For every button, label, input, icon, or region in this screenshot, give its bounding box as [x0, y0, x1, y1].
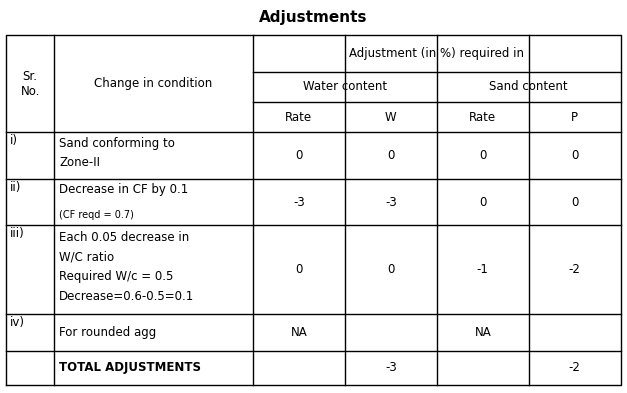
Text: Water content: Water content — [303, 81, 387, 94]
Text: 0: 0 — [387, 263, 394, 276]
Text: (CF reqd = 0.7): (CF reqd = 0.7) — [59, 209, 134, 220]
Text: iv): iv) — [9, 316, 24, 329]
Text: 0: 0 — [571, 196, 579, 209]
Text: Decrease=0.6-0.5=0.1: Decrease=0.6-0.5=0.1 — [59, 290, 194, 303]
Text: 0: 0 — [479, 196, 487, 209]
Text: W: W — [385, 111, 397, 124]
Text: Adjustment (in %) required in: Adjustment (in %) required in — [349, 47, 524, 60]
Text: Change in condition: Change in condition — [94, 77, 213, 90]
Text: Rate: Rate — [469, 111, 497, 124]
Text: NA: NA — [475, 326, 491, 339]
Text: i): i) — [9, 134, 18, 147]
Text: iii): iii) — [9, 228, 24, 241]
Text: -3: -3 — [385, 196, 397, 209]
Text: Zone-II: Zone-II — [59, 156, 100, 169]
Text: 0: 0 — [571, 149, 579, 162]
Text: ii): ii) — [9, 181, 21, 194]
Text: Sand content: Sand content — [490, 81, 568, 94]
Text: -3: -3 — [385, 362, 397, 375]
Text: -3: -3 — [293, 196, 305, 209]
Text: 0: 0 — [295, 149, 302, 162]
Text: For rounded agg: For rounded agg — [59, 326, 156, 339]
Text: 0: 0 — [387, 149, 394, 162]
Text: TOTAL ADJUSTMENTS: TOTAL ADJUSTMENTS — [58, 362, 201, 375]
Text: 0: 0 — [295, 263, 302, 276]
Text: -2: -2 — [569, 263, 581, 276]
Text: Each 0.05 decrease in: Each 0.05 decrease in — [59, 231, 189, 244]
Text: Sand conforming to: Sand conforming to — [59, 137, 175, 150]
Text: Decrease in CF by 0.1: Decrease in CF by 0.1 — [59, 183, 188, 196]
Text: Sr.
No.: Sr. No. — [21, 70, 40, 98]
Text: W/C ratio: W/C ratio — [59, 251, 114, 264]
Text: -2: -2 — [569, 362, 581, 375]
Text: P: P — [571, 111, 578, 124]
Text: -1: -1 — [477, 263, 488, 276]
Text: NA: NA — [290, 326, 307, 339]
Text: Adjustments: Adjustments — [259, 10, 368, 25]
Text: Rate: Rate — [285, 111, 312, 124]
Text: 0: 0 — [479, 149, 487, 162]
Text: Required W/c = 0.5: Required W/c = 0.5 — [59, 270, 174, 283]
